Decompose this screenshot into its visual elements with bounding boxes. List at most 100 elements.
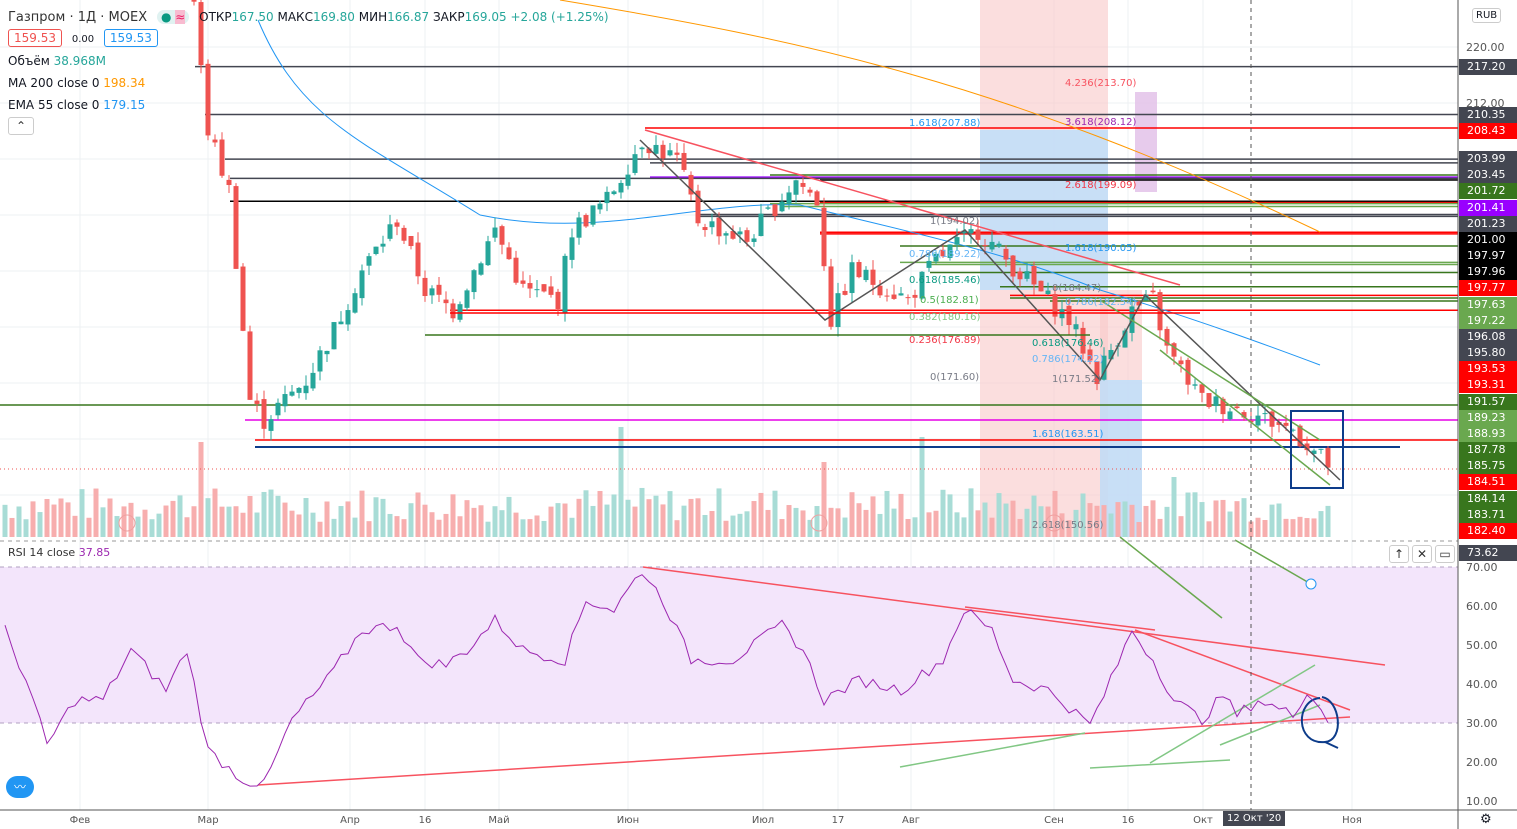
- volume-bar: [863, 509, 869, 537]
- volume-bar: [282, 502, 288, 537]
- price-tag: 189.23: [1459, 409, 1517, 426]
- volume-bar: [72, 515, 78, 537]
- candle-body: [884, 295, 890, 297]
- volume-bar: [415, 492, 421, 537]
- candle-body: [660, 144, 666, 159]
- volume-bar: [996, 493, 1002, 537]
- volume-bar: [835, 508, 841, 537]
- horizontal-levels[interactable]: [195, 65, 1458, 311]
- candle-body: [1192, 384, 1198, 386]
- symbol-title[interactable]: Газпром · 1Д · MOEX: [8, 10, 148, 25]
- volume-bar: [1108, 513, 1114, 537]
- close-pane-button[interactable]: ✕: [1412, 545, 1432, 563]
- time-axis-label: Окт: [1193, 815, 1213, 826]
- candle-body: [1290, 429, 1296, 431]
- volume-bar: [1199, 502, 1205, 537]
- volume-bar: [65, 502, 71, 537]
- rsi-axis-label: 20.00: [1466, 756, 1498, 769]
- hand-drawn-circle[interactable]: [1300, 696, 1339, 749]
- candle-body: [520, 280, 526, 284]
- trend-lines[interactable]: [257, 129, 1386, 786]
- volume-bar: [1010, 500, 1016, 537]
- highlight-box[interactable]: [1290, 410, 1344, 489]
- maximize-pane-button[interactable]: ▭: [1435, 545, 1455, 563]
- ma200-line[interactable]: [559, 0, 1321, 233]
- chart-legend: Газпром · 1Д · MOEX ● ≈ ОТКР167.50 МАКС1…: [8, 10, 609, 135]
- candle-body: [1003, 248, 1009, 260]
- buy-button[interactable]: 159.53: [103, 29, 158, 47]
- volume-bar: [716, 488, 722, 537]
- settings-gear-icon[interactable]: ⚙: [1480, 812, 1492, 827]
- candle-body: [1080, 327, 1086, 354]
- volume-bar: [618, 427, 624, 537]
- volume-bar: [443, 513, 449, 537]
- target-zone-2[interactable]: [1100, 380, 1142, 537]
- candle-body: [415, 242, 421, 277]
- currency-button[interactable]: RUB: [1472, 8, 1502, 23]
- candle-body: [597, 203, 603, 210]
- volume-bar: [842, 517, 848, 537]
- sell-button[interactable]: 159.53: [8, 29, 62, 47]
- move-pane-up-button[interactable]: ↑: [1389, 545, 1409, 563]
- candle-body: [1101, 355, 1107, 380]
- candle-body: [828, 266, 834, 327]
- volume-bar: [233, 506, 239, 537]
- candle-body: [268, 419, 274, 431]
- target-zone[interactable]: [980, 130, 1108, 290]
- volume-bar: [387, 513, 393, 537]
- volume-bar: [758, 492, 764, 537]
- high-label: МАКС: [277, 10, 313, 24]
- price-tag: 188.93: [1459, 425, 1517, 442]
- tradingview-logo-icon[interactable]: 〰: [6, 776, 34, 798]
- fib-ext-zone[interactable]: [1135, 92, 1157, 192]
- earnings-markers[interactable]: [118, 514, 1063, 532]
- candle-body: [779, 201, 785, 212]
- volume-bar: [366, 521, 372, 537]
- candle-body: [842, 290, 848, 295]
- volume-bar: [744, 511, 750, 537]
- candle-body: [450, 303, 456, 319]
- candle-body: [261, 399, 267, 429]
- rsi-legend[interactable]: RSI 14 close 37.85: [8, 546, 110, 559]
- candle-body: [954, 237, 960, 245]
- candle-body: [296, 387, 302, 393]
- candle-body: [254, 400, 260, 404]
- rsi-axis-label: 40.00: [1466, 678, 1498, 691]
- volume-bar: [170, 500, 176, 537]
- ema55-line[interactable]: [257, 19, 1321, 366]
- candle-body: [807, 189, 813, 193]
- volume-bar: [513, 512, 519, 537]
- candle-body: [688, 174, 694, 195]
- collapse-legend-button[interactable]: ⌃: [8, 117, 34, 135]
- drawing-handle[interactable]: [1305, 578, 1317, 590]
- ma-legend[interactable]: MA 200 close 0 198.34: [8, 76, 609, 90]
- crosshair-date-label: 12 Окт '20: [1223, 811, 1286, 826]
- rsi-line[interactable]: [4, 574, 1329, 787]
- candle-body: [772, 204, 778, 216]
- ema-legend[interactable]: EMA 55 close 0 179.15: [8, 98, 609, 112]
- volume-bar: [1178, 516, 1184, 537]
- candle-body: [422, 277, 428, 297]
- volume-bar: [30, 501, 36, 537]
- candle-body: [226, 179, 232, 186]
- volume-bar: [891, 508, 897, 537]
- candle-body: [303, 385, 309, 394]
- candle-body: [436, 284, 442, 295]
- volume-bar: [800, 510, 806, 537]
- fib-level-label: 4.236(213.70): [1065, 78, 1137, 89]
- volume-bar: [93, 488, 99, 537]
- volume-bar: [184, 517, 190, 537]
- volume-bar: [660, 504, 666, 537]
- candle-body: [478, 263, 484, 275]
- candle-body: [464, 290, 470, 308]
- candle-body: [198, 2, 204, 66]
- price-tag: 201.41: [1459, 199, 1517, 216]
- time-axis-label: 16: [1121, 815, 1135, 826]
- volume-bar: [212, 488, 218, 537]
- fib-level-label: 1.618(190.05): [1065, 243, 1137, 254]
- change-value: +2.08 (+1.25%): [510, 10, 609, 24]
- candle-body: [1220, 398, 1226, 415]
- price-axis-label: 220.00: [1466, 41, 1505, 54]
- volume-bar: [1150, 500, 1156, 537]
